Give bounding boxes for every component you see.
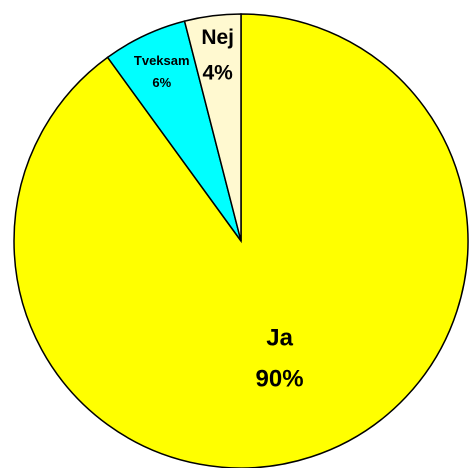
slice-value-label: 90% (256, 365, 304, 392)
slice-label: Nej (201, 26, 234, 49)
pie-slice (183, 13, 242, 242)
slice-value-label: 4% (202, 62, 233, 85)
slice-label: Ja (266, 325, 293, 352)
slice-label: Tveksam (134, 53, 190, 68)
slice-value-label: 6% (152, 75, 171, 90)
